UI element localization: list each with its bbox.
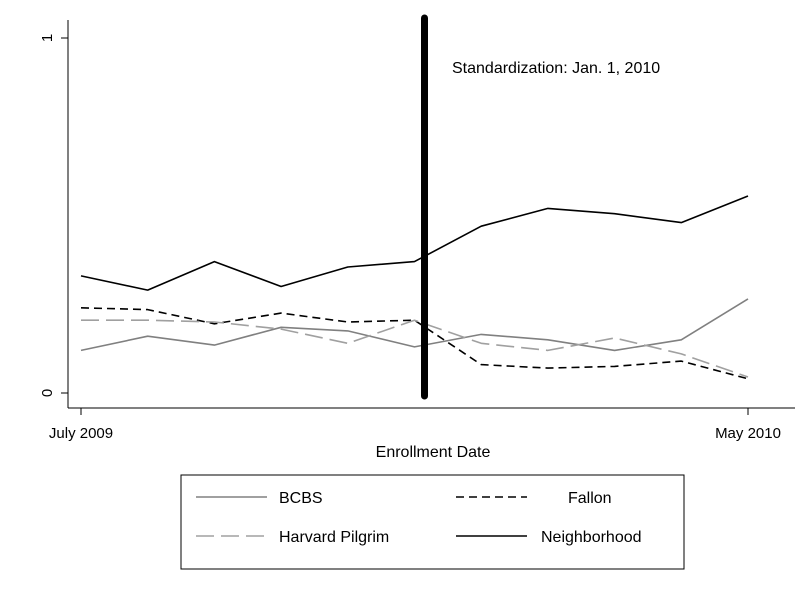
y-tick-label-0: 0 [39, 389, 56, 397]
legend-box [180, 474, 685, 570]
x-tick-label-start: July 2009 [49, 425, 113, 442]
legend: BCBS Fallon Harvard Pilgrim Neighborhood [180, 474, 685, 570]
legend-label-harvard-pilgrim: Harvard Pilgrim [279, 529, 389, 546]
legend-label-neighborhood: Neighborhood [541, 529, 642, 546]
x-axis-title: Enrollment Date [376, 444, 491, 461]
legend-label-bcbs: BCBS [279, 490, 323, 507]
series-group [80, 195, 749, 380]
series-line-harvard-pilgrim [81, 319, 749, 378]
y-tick-label-1: 1 [39, 34, 56, 42]
series-line-fallon [80, 307, 749, 380]
series-line-neighborhood [80, 195, 749, 291]
standardization-annotation: Standardization: Jan. 1, 2010 [452, 60, 660, 77]
legend-label-fallon: Fallon [568, 490, 612, 507]
x-tick-label-end: May 2010 [715, 425, 781, 442]
series-line-bcbs [80, 298, 749, 352]
